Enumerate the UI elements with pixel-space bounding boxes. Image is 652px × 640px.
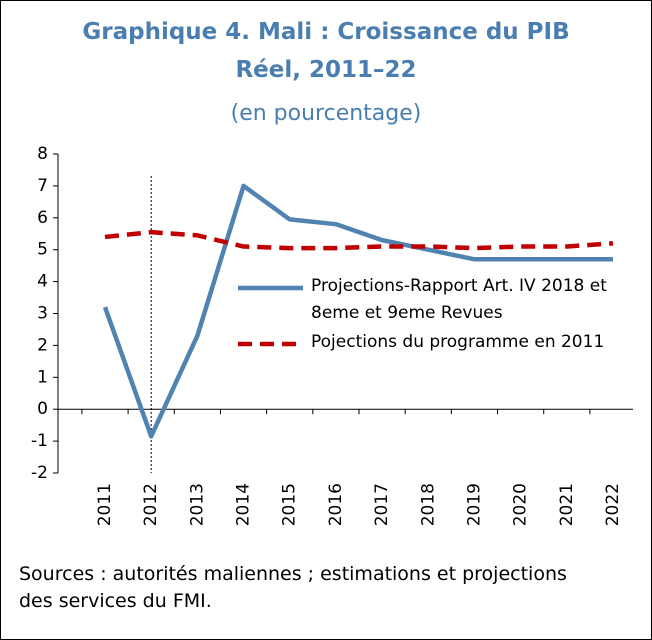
y-tick-label: 5 [37,240,48,260]
y-tick-label: 8 [37,144,48,164]
y-tick-label: 3 [37,304,48,324]
series-line [104,229,614,251]
x-tick-label: 2019 [464,483,484,526]
y-tick-label: 7 [37,176,48,196]
chart-subtitle: (en pourcentage) [230,101,422,126]
y-tick-label: 0 [37,399,48,419]
x-tick-label: 2020 [511,483,531,526]
x-tick-label: 2018 [418,483,438,526]
source-note: Sources : autorités maliennes ; estimati… [19,563,567,612]
x-tick-label: 2016 [326,483,346,526]
y-tick-label: 4 [37,272,48,292]
chart-title: Graphique 4. Mali : Croissance du PIB Ré… [82,19,570,83]
x-tick-label: 2021 [557,483,577,526]
x-tick-label: 2015 [280,483,300,526]
y-tick-label: 2 [37,335,48,355]
x-tick-label: 2014 [234,483,254,526]
x-tick-label: 2011 [95,483,115,526]
y-tick-label: 6 [37,208,48,228]
x-tick-label: 2022 [603,483,623,526]
series-line [102,183,613,439]
x-tick-label: 2017 [372,483,392,526]
legend-label: Projections-Rapport Art. IV 2018 et 8eme… [311,276,607,323]
y-tick-label: -2 [31,463,48,483]
y-tick-label: 1 [37,367,48,387]
y-tick-label: -1 [31,431,48,451]
x-tick-label: 2013 [187,483,207,526]
x-tick-label: 2012 [141,483,161,526]
legend-label: Pojections du programme en 2011 [311,332,605,352]
